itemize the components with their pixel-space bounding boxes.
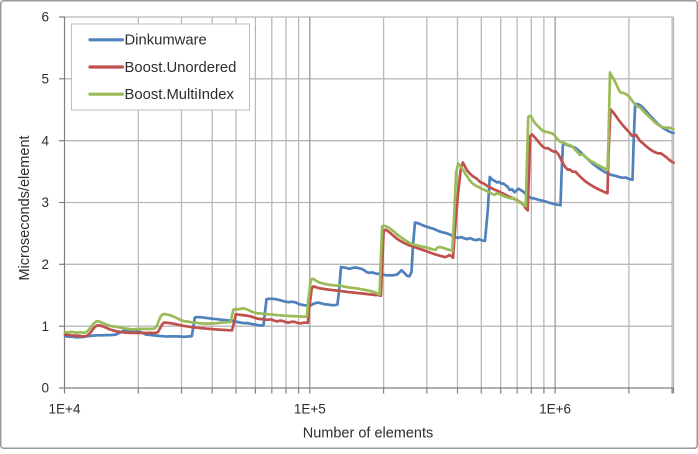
svg-text:Dinkumware: Dinkumware bbox=[125, 33, 207, 49]
svg-text:1: 1 bbox=[41, 319, 49, 334]
svg-text:1E+5: 1E+5 bbox=[294, 402, 326, 417]
svg-text:Boost.Unordered: Boost.Unordered bbox=[125, 60, 237, 76]
svg-text:Microseconds/element: Microseconds/element bbox=[17, 135, 33, 280]
svg-text:3: 3 bbox=[41, 195, 49, 210]
svg-text:5: 5 bbox=[41, 71, 49, 86]
svg-text:Boost.MultiIndex: Boost.MultiIndex bbox=[125, 87, 235, 103]
svg-text:6: 6 bbox=[41, 10, 49, 25]
svg-text:2: 2 bbox=[41, 257, 49, 272]
svg-text:1E+4: 1E+4 bbox=[49, 402, 81, 417]
svg-text:4: 4 bbox=[41, 133, 49, 148]
svg-text:Number of elements: Number of elements bbox=[303, 426, 434, 442]
svg-text:0: 0 bbox=[41, 381, 49, 396]
svg-text:1E+6: 1E+6 bbox=[539, 402, 571, 417]
